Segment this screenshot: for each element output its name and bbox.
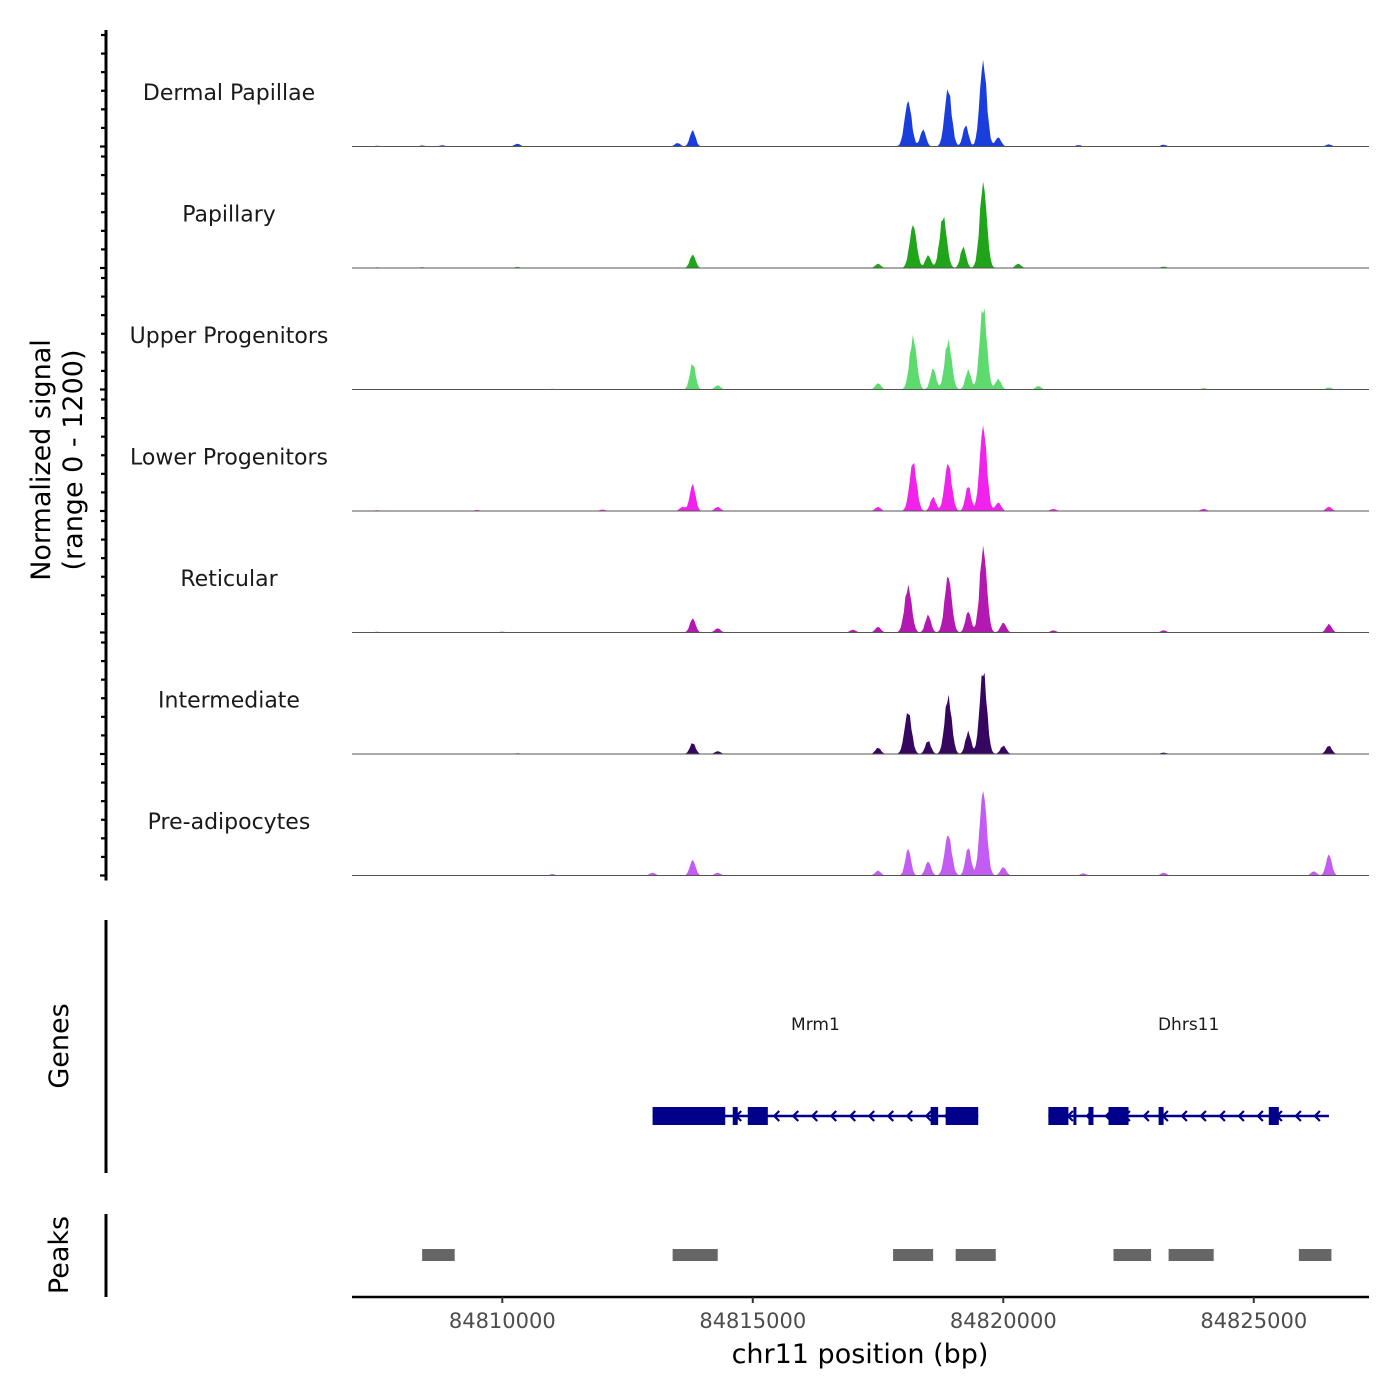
gene-exon [747, 1107, 768, 1125]
peaks-track: Peaks [44, 1214, 1332, 1297]
gene-exon [1088, 1107, 1094, 1125]
track-label: Pre-adipocytes [148, 810, 311, 835]
track-intermediate: Intermediate [100, 641, 1369, 756]
strand-arrow [924, 1110, 933, 1122]
x-tick-label: 84820000 [950, 1309, 1057, 1333]
peak-region [1298, 1249, 1332, 1261]
strand-arrow [1142, 1110, 1150, 1122]
signal-area [352, 672, 1369, 754]
peak-region [893, 1249, 934, 1261]
track-label: Lower Progenitors [130, 446, 328, 471]
track-label: Reticular [180, 567, 278, 592]
gene-exon [945, 1107, 979, 1125]
x-axis: chr11 position (bp) 84810000 84815000 8482… [352, 1295, 1369, 1370]
strand-arrow [810, 1110, 819, 1122]
signal-area [352, 59, 1369, 147]
gene-exon [1073, 1107, 1077, 1125]
gene-exon [1268, 1107, 1279, 1125]
x-tick-label: 84815000 [699, 1309, 806, 1333]
strand-arrow [1313, 1110, 1321, 1122]
strand-arrow [848, 1110, 857, 1122]
gene-mrm1: Mrm1 [652, 1015, 979, 1125]
gene-dhrs11: Dhrs11 [1048, 1015, 1329, 1125]
x-tick-label: 84810000 [449, 1309, 556, 1333]
strand-arrow [1256, 1110, 1264, 1122]
gene-exon [1108, 1107, 1129, 1125]
peak-region [422, 1249, 455, 1261]
strand-arrow [905, 1110, 914, 1122]
strand-arrow [867, 1110, 876, 1122]
gene-name-label: Mrm1 [791, 1015, 840, 1035]
strand-arrow [1294, 1110, 1302, 1122]
track-upper-progenitors: Upper Progenitors [100, 276, 1369, 391]
peak-region [672, 1249, 718, 1261]
strand-arrow [1199, 1110, 1207, 1122]
track-label: Dermal Papillae [143, 81, 315, 106]
track-label: Papillary [182, 203, 276, 228]
genes-track-label: Genes [44, 1003, 75, 1088]
coverage-tracks: Dermal Papillae Papillary Upper Progenitor… [100, 30, 1369, 881]
x-axis-title: chr11 position (bp) [732, 1339, 989, 1370]
strand-arrow [772, 1110, 781, 1122]
x-tick-label: 84825000 [1200, 1309, 1307, 1333]
peak-region [955, 1249, 996, 1261]
signal-area [352, 308, 1369, 390]
track-papillary: Papillary [100, 155, 1369, 270]
signal-area [352, 425, 1369, 511]
strand-arrow [829, 1110, 838, 1122]
strand-arrow [1237, 1110, 1245, 1122]
y-axis-title: Normalized signal (range 0 - 1200) [26, 339, 89, 581]
gene-exon [1048, 1107, 1069, 1125]
y-axis-title-line-1: Normalized signal [26, 339, 57, 581]
genes-track: Genes Mrm1 Dhrs11 [44, 920, 1329, 1173]
gene-exon [1158, 1107, 1164, 1125]
strand-arrow [886, 1110, 895, 1122]
track-pre-adipocytes: Pre-adipocytes [100, 762, 1369, 877]
signal-area [352, 545, 1369, 633]
track-dermal-papillae: Dermal Papillae [100, 33, 1369, 148]
gene-exon [930, 1107, 939, 1125]
strand-arrow [1218, 1110, 1226, 1122]
gene-exon [732, 1107, 738, 1125]
signal-area [352, 181, 1369, 268]
peak-region [1168, 1249, 1214, 1261]
track-label: Upper Progenitors [130, 324, 329, 349]
track-lower-progenitors: Lower Progenitors [100, 398, 1369, 513]
gene-name-label: Dhrs11 [1158, 1015, 1219, 1035]
peaks-track-label: Peaks [44, 1216, 75, 1294]
strand-arrow [791, 1110, 800, 1122]
strand-arrow [1180, 1110, 1188, 1122]
peak-region [1113, 1249, 1152, 1261]
track-reticular: Reticular [100, 519, 1369, 634]
track-label: Intermediate [158, 689, 300, 714]
y-axis-title-line-2: (range 0 - 1200) [58, 350, 89, 571]
gene-exon [652, 1107, 726, 1125]
signal-area [352, 790, 1369, 876]
